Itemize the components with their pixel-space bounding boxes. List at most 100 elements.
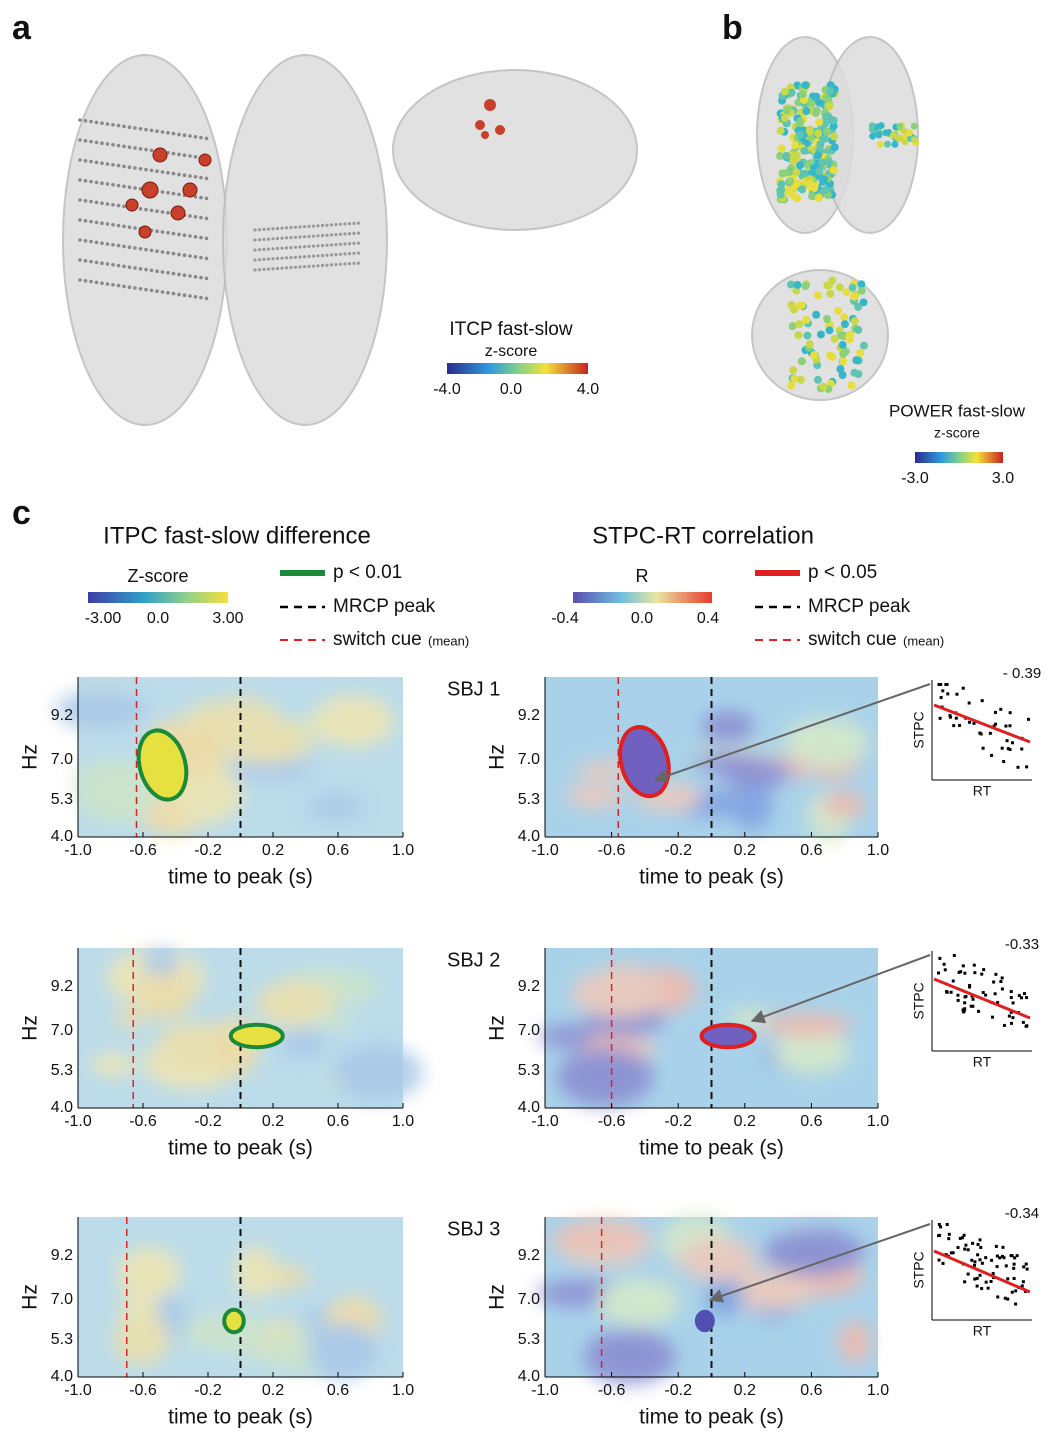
electrode-power: [781, 114, 789, 122]
electrode: [339, 253, 342, 256]
x-axis-title: time to peak (s): [168, 1406, 313, 1429]
scatter-dot: [1003, 1024, 1006, 1027]
scatter-dot: [957, 999, 960, 1002]
electrode: [352, 262, 355, 265]
electrode-power: [782, 152, 790, 160]
electrode: [321, 254, 324, 257]
electrode: [106, 222, 110, 226]
electrode: [111, 123, 115, 127]
scatter-x-title: RT: [973, 1323, 992, 1339]
x-tick-label: 0.6: [327, 1113, 349, 1130]
electrode: [194, 255, 198, 259]
electrode: [339, 263, 342, 266]
electrode: [280, 267, 283, 270]
electrode: [325, 224, 328, 227]
heatmap-blob: [719, 759, 791, 788]
electrode: [89, 240, 93, 244]
electrode-power: [850, 293, 858, 301]
scatter-dot: [971, 1242, 974, 1245]
electrode: [199, 256, 203, 260]
electrode: [166, 191, 170, 195]
electrode-power: [854, 370, 862, 378]
electrode: [183, 133, 187, 137]
electrode: [285, 226, 288, 229]
electrode-power: [851, 317, 859, 325]
electrode: [205, 137, 209, 141]
electrode: [271, 247, 274, 250]
electrode: [280, 237, 283, 240]
x-tick-label: 1.0: [392, 842, 414, 859]
colorbar-title: Z-score: [127, 566, 188, 586]
electrode: [267, 248, 270, 251]
electrode: [298, 255, 301, 258]
electrode: [199, 136, 203, 140]
legend-note: (mean): [903, 633, 944, 648]
electrode: [89, 280, 93, 284]
electrode: [117, 284, 121, 288]
scatter-dot: [959, 970, 962, 973]
electrode-power: [814, 291, 822, 299]
heatmap-blob: [113, 1311, 169, 1365]
scatter-dot: [940, 696, 943, 699]
electrode: [276, 237, 279, 240]
electrode-power: [831, 143, 839, 151]
electrode: [188, 254, 192, 258]
electrode: [330, 233, 333, 236]
electrode: [111, 223, 115, 227]
electrode: [339, 233, 342, 236]
electrode: [133, 126, 137, 130]
electrode: [122, 125, 126, 129]
electrode: [128, 165, 132, 169]
electrode: [155, 289, 159, 293]
colorbar-tick: 0.0: [147, 610, 169, 627]
electrode-power: [825, 158, 833, 166]
electrode: [89, 260, 93, 264]
scatter-dot: [1017, 766, 1020, 769]
electrode: [122, 145, 126, 149]
scatter-dot: [976, 1277, 979, 1280]
x-tick-label: 1.0: [867, 1113, 889, 1130]
scatter-dot: [985, 1281, 988, 1284]
electrode: [312, 255, 315, 258]
electrode: [271, 267, 274, 270]
electrode: [262, 258, 265, 261]
scatter-dot: [981, 699, 984, 702]
electrode: [150, 289, 154, 293]
electrode: [117, 244, 121, 248]
colorbar-tick: -0.4: [551, 610, 579, 627]
electrode: [271, 257, 274, 260]
y-tick-label: 7.0: [51, 1291, 73, 1308]
electrode-power: [826, 326, 834, 334]
electrode: [177, 233, 181, 237]
scatter-dot: [968, 984, 971, 987]
electrode: [271, 237, 274, 240]
y-axis-title: Hz: [486, 1015, 509, 1041]
electrode-power: [799, 90, 807, 98]
electrode: [89, 140, 93, 144]
electrode: [100, 241, 104, 245]
electrode: [334, 243, 337, 246]
electrode-power: [911, 136, 918, 143]
x-axis-title: time to peak (s): [639, 1406, 784, 1429]
electrode: [84, 259, 88, 263]
electrode: [339, 223, 342, 226]
y-tick-label: 7.0: [51, 1022, 73, 1039]
electrode: [183, 293, 187, 297]
x-tick-label: -1.0: [64, 1382, 92, 1399]
electrode: [139, 287, 143, 291]
electrode: [117, 184, 121, 188]
electrode-power: [836, 283, 844, 291]
electrode: [95, 121, 99, 125]
scatter-dot: [971, 1005, 974, 1008]
electrode-power: [796, 131, 804, 139]
electrode-sig: [495, 125, 505, 135]
legend-text: MRCP peak: [808, 596, 911, 617]
electrode: [343, 222, 346, 225]
scatter-dot: [1025, 765, 1028, 768]
electrode: [348, 262, 351, 265]
electrode: [352, 222, 355, 225]
electrode: [128, 225, 132, 229]
scatter-dot: [1020, 748, 1023, 751]
electrode: [194, 295, 198, 299]
scatter-dot: [1006, 1277, 1009, 1280]
